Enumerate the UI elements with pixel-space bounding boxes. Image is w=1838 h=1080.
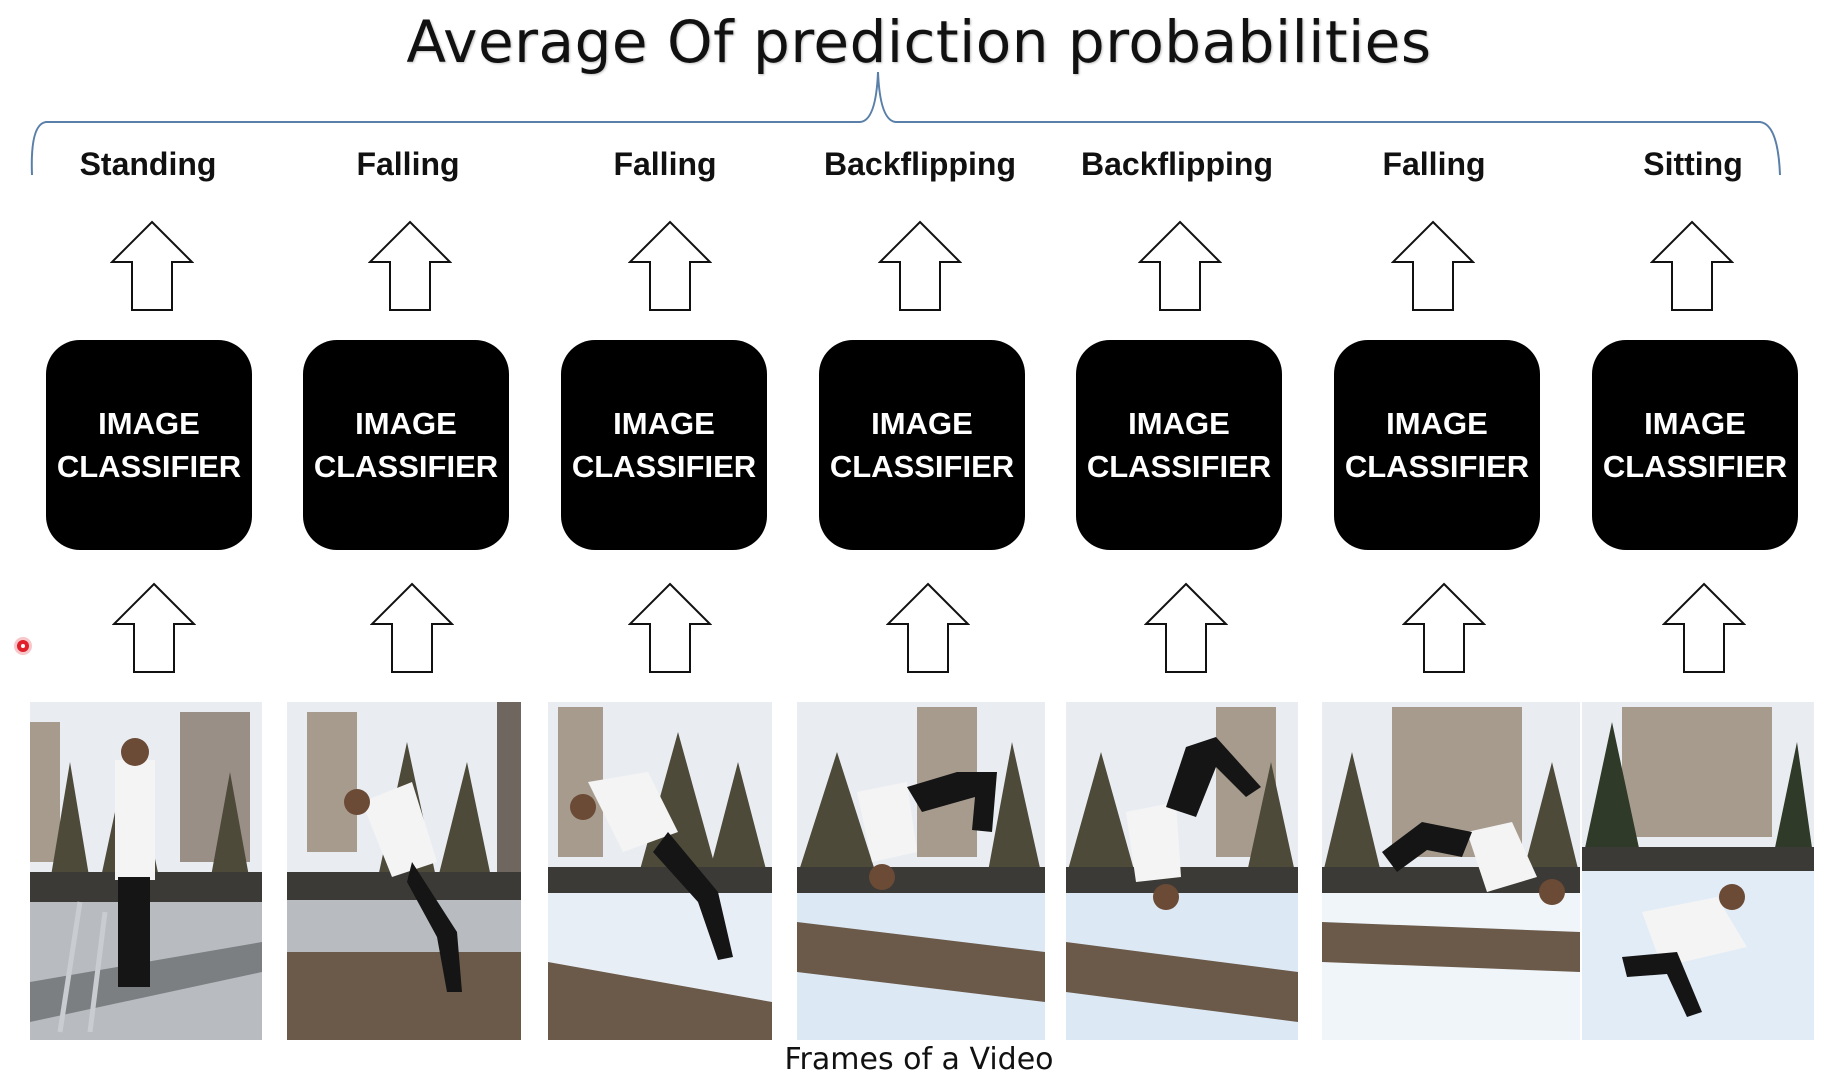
up-arrow-icon xyxy=(878,220,962,312)
up-arrow-icon xyxy=(628,582,712,674)
image-classifier-5: IMAGE CLASSIFIER xyxy=(1076,340,1282,550)
prediction-label-2: Falling xyxy=(356,146,460,182)
prediction-label-3: Falling xyxy=(613,146,717,182)
video-frame-2 xyxy=(287,702,521,1040)
up-arrow-icon xyxy=(1650,220,1734,312)
image-classifier-2: IMAGE CLASSIFIER xyxy=(303,340,509,550)
prediction-label-7: Sitting xyxy=(1643,146,1743,182)
classifier-label: IMAGE CLASSIFIER xyxy=(56,406,242,484)
cursor-dot-icon xyxy=(17,640,29,652)
video-frame-4 xyxy=(797,702,1045,1040)
classifier-label: IMAGE CLASSIFIER xyxy=(1086,406,1272,484)
video-frame-1 xyxy=(30,702,262,1040)
prediction-label-5: Backflipping xyxy=(1080,146,1273,182)
up-arrow-icon xyxy=(110,220,194,312)
up-arrow-icon xyxy=(1402,582,1486,674)
up-arrow-icon xyxy=(1144,582,1228,674)
up-arrow-icon xyxy=(628,220,712,312)
up-arrow-icon xyxy=(370,582,454,674)
video-frame-5 xyxy=(1066,702,1298,1040)
prediction-label-6: Falling xyxy=(1382,146,1486,182)
video-frame-7 xyxy=(1582,702,1814,1040)
video-frame-6 xyxy=(1322,702,1580,1040)
image-classifier-6: IMAGE CLASSIFIER xyxy=(1334,340,1540,550)
classifier-label: IMAGE CLASSIFIER xyxy=(1602,406,1788,484)
up-arrow-icon xyxy=(1391,220,1475,312)
up-arrow-icon xyxy=(368,220,452,312)
image-classifier-3: IMAGE CLASSIFIER xyxy=(561,340,767,550)
image-classifier-7: IMAGE CLASSIFIER xyxy=(1592,340,1798,550)
classifier-label: IMAGE CLASSIFIER xyxy=(313,406,499,484)
image-classifier-1: IMAGE CLASSIFIER xyxy=(46,340,252,550)
frames-caption: Frames of a Video xyxy=(784,1042,1054,1077)
video-frame-3 xyxy=(548,702,772,1040)
prediction-label-4: Backflipping xyxy=(823,146,1016,182)
up-arrow-icon xyxy=(886,582,970,674)
classifier-label: IMAGE CLASSIFIER xyxy=(1344,406,1530,484)
up-arrow-icon xyxy=(112,582,196,674)
classifier-label: IMAGE CLASSIFIER xyxy=(829,406,1015,484)
up-arrow-icon xyxy=(1662,582,1746,674)
page-title: Average Of prediction probabilities xyxy=(406,8,1432,76)
classifier-label: IMAGE CLASSIFIER xyxy=(571,406,757,484)
up-arrow-icon xyxy=(1138,220,1222,312)
image-classifier-4: IMAGE CLASSIFIER xyxy=(819,340,1025,550)
prediction-label-1: Standing xyxy=(79,146,217,182)
